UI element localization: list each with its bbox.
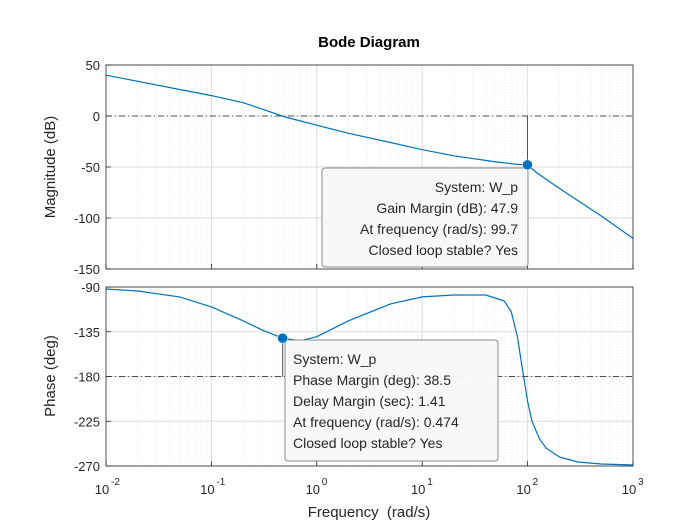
phase-panel: -90 -135 -180 -225 -270 System: W_p Phase Marg…: [74, 280, 634, 474]
y-tick-label: 0: [93, 109, 100, 124]
y-tick-label: -225: [74, 414, 100, 429]
magnitude-margin-marker: [522, 159, 533, 171]
y-tick-label: -150: [74, 262, 100, 277]
magnitude-panel: 50 0 -50 -100 -150 System: W_p Gain Margin (dB…: [74, 58, 634, 277]
magnitude-axis-label: Magnitude (dB): [42, 116, 59, 219]
x-tick-label: 10: [411, 482, 425, 497]
x-tick-label: 10: [95, 482, 109, 497]
x-tick-exponent: 1: [427, 477, 433, 488]
datatip-line: At frequency (rad/s): 99.7: [360, 221, 518, 237]
x-tick-exponent: 0: [322, 477, 328, 488]
frequency-axis-label: Frequency (rad/s): [308, 504, 431, 521]
datatip-line: System: W_p: [435, 179, 518, 195]
chart-title: Bode Diagram: [318, 34, 420, 51]
phase-margin-marker: [277, 332, 288, 344]
x-tick-exponent: -1: [216, 477, 225, 488]
y-tick-label: -100: [74, 211, 100, 226]
x-tick-exponent: 2: [533, 477, 539, 488]
x-tick-label: 10: [516, 482, 530, 497]
x-tick-exponent: 3: [638, 477, 644, 488]
datatip-line: System: W_p: [293, 351, 376, 367]
phase-axis-label: Phase (deg): [42, 335, 59, 417]
datatip-line: At frequency (rad/s): 0.474: [293, 414, 459, 430]
datatip-line: Closed loop stable? Yes: [369, 242, 518, 258]
y-tick-label: 50: [86, 58, 100, 73]
y-tick-label: -50: [81, 160, 100, 175]
y-tick-label: -180: [74, 370, 100, 385]
datatip-line: Delay Margin (sec): 1.41: [293, 393, 446, 409]
datatip-box: [284, 339, 499, 462]
magnitude-series-line: [105, 74, 634, 239]
y-tick-label: -135: [74, 325, 100, 340]
datatip-line: Phase Margin (deg): 38.5: [293, 372, 451, 388]
x-tick-labels: 10 -2 10 -1 10 0 10 1 10 2 10 3: [95, 477, 644, 497]
x-tick-exponent: -2: [111, 477, 120, 488]
x-tick-label: 10: [306, 482, 320, 497]
y-tick-label: -270: [74, 459, 100, 474]
x-tick-label: 10: [622, 482, 636, 497]
datatip-line: Gain Margin (dB): 47.9: [376, 200, 518, 216]
x-tick-label: 10: [200, 482, 214, 497]
phase-series-line: [105, 288, 634, 466]
datatip-line: Closed loop stable? Yes: [293, 435, 442, 451]
y-tick-label: -90: [81, 280, 100, 295]
datatip-box: [321, 167, 529, 268]
